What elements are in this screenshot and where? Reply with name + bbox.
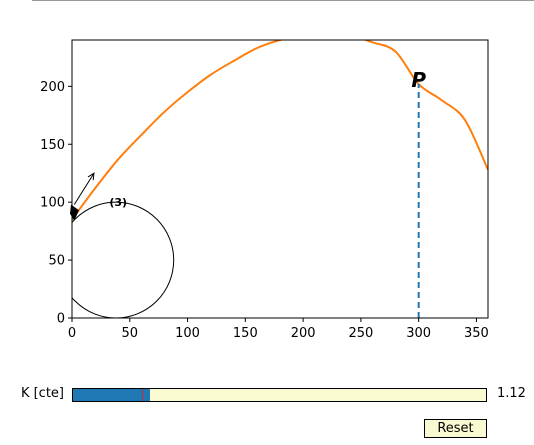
x-tick-label-300: 300	[406, 326, 431, 341]
y-tick-label-200: 200	[40, 80, 65, 95]
velocity-arrow	[73, 172, 95, 205]
projectile-marker	[70, 204, 79, 221]
slider-initial-marker	[141, 389, 143, 401]
x-tick-label-350: 350	[464, 326, 489, 341]
k-slider[interactable]	[72, 388, 487, 402]
y-tick-label-150: 150	[40, 138, 65, 153]
y-tick-label-100: 100	[40, 196, 65, 211]
reset-button[interactable]: Reset	[424, 419, 487, 438]
x-tick-label-0: 0	[68, 326, 76, 341]
circle-label: (3)	[109, 196, 127, 209]
x-tick-label-150: 150	[233, 326, 258, 341]
y-tick-label-0: 0	[57, 312, 65, 327]
x-tick-label-200: 200	[291, 326, 316, 341]
y-tick-label-50: 50	[48, 254, 65, 269]
x-tick-label-250: 250	[348, 326, 373, 341]
x-tick-label-50: 50	[122, 326, 139, 341]
circle	[72, 201, 175, 318]
x-tick-label-100: 100	[175, 326, 200, 341]
slider-value: 1.12	[497, 386, 526, 401]
plot-area: 0 50 100 150 200 250 300 350 0 50 100 150 200 P (3)	[40, 39, 489, 341]
point-p-label: P	[411, 68, 426, 92]
slider-fill[interactable]	[73, 389, 151, 401]
top-divider	[32, 0, 534, 1]
slider-label: K [cte]	[20, 386, 64, 401]
axes-frame	[71, 39, 489, 319]
velocity-arrow-head	[87, 172, 95, 181]
trajectory-line-0	[72, 40, 488, 221]
